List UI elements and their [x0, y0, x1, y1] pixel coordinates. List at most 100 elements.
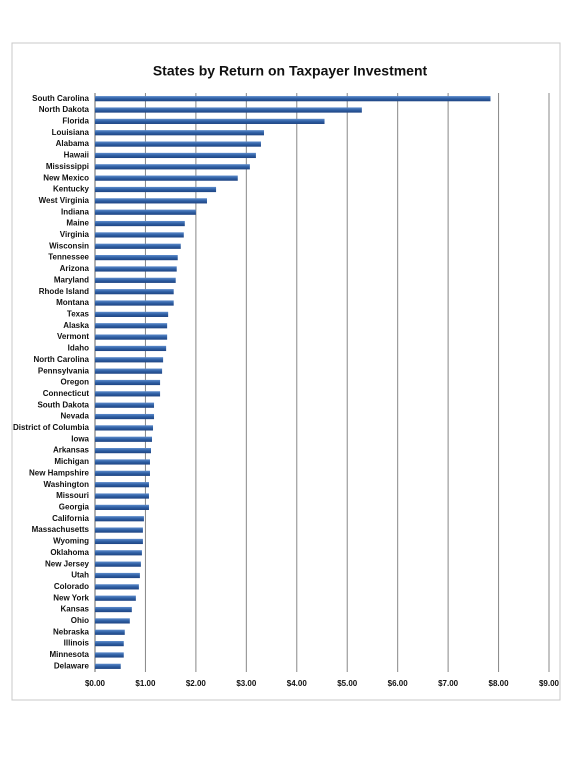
bar [95, 641, 124, 647]
y-tick-label: Illinois [64, 639, 90, 648]
bar [95, 606, 132, 613]
y-tick-label: Nevada [61, 412, 90, 421]
y-tick-label: Pennsylvania [38, 366, 90, 375]
y-tick-label: Ohio [71, 616, 89, 625]
bar [95, 504, 149, 510]
x-tick-label: $1.00 [135, 679, 156, 688]
y-tick-label: Washington [44, 480, 90, 489]
bar [95, 629, 125, 635]
y-tick-label: Vermont [57, 332, 89, 341]
y-tick-label: California [52, 514, 89, 523]
bar [95, 516, 144, 522]
y-tick-label: New Mexico [43, 173, 89, 182]
y-tick-label: New Hampshire [29, 468, 90, 477]
bar [95, 448, 151, 454]
y-tick-label: Alabama [56, 139, 90, 148]
y-tick-label: New York [53, 593, 89, 602]
bar [95, 289, 174, 295]
y-tick-label: South Dakota [37, 400, 89, 409]
y-tick-label: Massachusetts [32, 525, 90, 534]
y-tick-label: Colorado [54, 582, 89, 591]
bar [95, 334, 168, 340]
bar [95, 220, 185, 227]
bar [95, 368, 163, 374]
y-tick-label: Kentucky [53, 185, 90, 194]
bar [95, 538, 143, 545]
y-tick-label: Indiana [61, 207, 90, 216]
y-tick-label: Maine [66, 219, 89, 228]
x-tick-label: $5.00 [337, 679, 358, 688]
bar [95, 652, 124, 658]
bar [95, 550, 142, 556]
bar [95, 618, 130, 624]
bar [95, 300, 174, 306]
y-tick-label: District of Columbia [13, 423, 90, 432]
bar [95, 357, 164, 363]
y-tick-label: Arkansas [53, 446, 90, 455]
bar [95, 527, 143, 533]
x-tick-label: $3.00 [236, 679, 257, 688]
x-tick-label: $2.00 [186, 679, 207, 688]
y-tick-label: Wyoming [53, 537, 89, 546]
bar [95, 175, 238, 181]
y-tick-label: Utah [71, 571, 89, 580]
bar [95, 584, 139, 590]
x-tick-label: $4.00 [287, 679, 308, 688]
y-tick-label: Mississippi [46, 162, 89, 171]
bar [95, 379, 161, 386]
bar [95, 266, 177, 272]
bar [95, 107, 362, 113]
y-tick-label: Maryland [54, 275, 89, 284]
bar [95, 164, 250, 170]
y-tick-label: Kansas [61, 605, 90, 614]
y-tick-label: Florida [62, 116, 89, 125]
bar [95, 232, 184, 238]
y-tick-label: North Carolina [33, 355, 89, 364]
bar [95, 436, 153, 442]
y-tick-label: West Virginia [39, 196, 90, 205]
bar [95, 311, 169, 317]
bar [95, 470, 150, 476]
y-tick-label: Louisiana [52, 128, 90, 137]
x-tick-label: $9.00 [539, 679, 560, 688]
bar [95, 323, 168, 329]
bar [95, 595, 136, 601]
x-tick-label: $0.00 [85, 679, 106, 688]
y-tick-label: Oklahoma [50, 548, 89, 557]
x-tick-label: $8.00 [489, 679, 510, 688]
bar [95, 141, 261, 147]
bar [95, 482, 149, 488]
chart-frame [11, 42, 561, 701]
y-tick-label: Arizona [60, 264, 90, 273]
x-tick-label: $6.00 [388, 679, 409, 688]
bar [95, 459, 150, 465]
bar [95, 243, 181, 249]
y-tick-label: Georgia [59, 502, 90, 511]
y-tick-label: Nebraska [53, 627, 90, 636]
y-tick-label: New Jersey [45, 559, 90, 568]
y-tick-label: Hawaii [64, 151, 89, 160]
y-tick-label: Virginia [60, 230, 90, 239]
y-tick-label: Oregon [61, 378, 90, 387]
bar [95, 209, 196, 215]
bar [95, 663, 121, 669]
x-tick-label: $7.00 [438, 679, 459, 688]
bar [95, 152, 256, 159]
bar [95, 572, 140, 579]
bar [95, 345, 167, 352]
y-tick-label: Rhode Island [39, 287, 89, 296]
bar [95, 255, 178, 261]
bar [95, 118, 325, 124]
y-tick-label: Michigan [54, 457, 89, 466]
y-tick-label: Iowa [71, 434, 89, 443]
bar [95, 96, 491, 102]
y-tick-label: North Dakota [39, 105, 90, 114]
bar [95, 198, 207, 204]
bar [95, 391, 161, 397]
bar [95, 130, 264, 136]
y-tick-label: Montana [56, 298, 89, 307]
y-tick-label: Minnesota [49, 650, 89, 659]
bar [95, 402, 155, 408]
bar [95, 493, 149, 499]
